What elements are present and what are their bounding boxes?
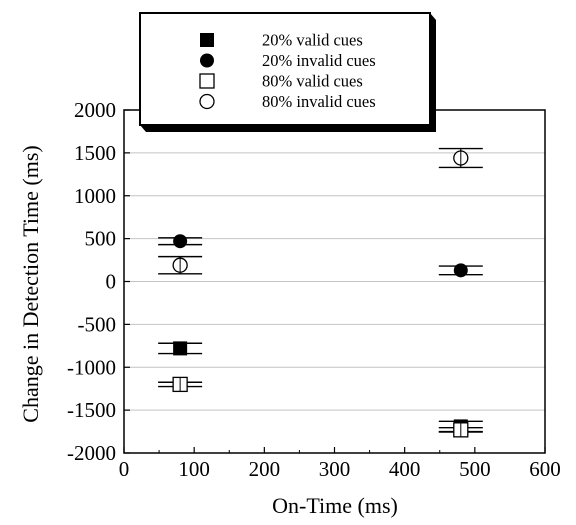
legend-marker-2 bbox=[200, 53, 214, 68]
gridlines bbox=[124, 109, 545, 454]
legend-label-3: 80% valid cues bbox=[262, 72, 363, 91]
axis-ticks: 0 100 200 300 400 500 600 2000 1500 1000 500 0 -500 -… bbox=[67, 98, 561, 481]
x-axis-title: On-Time (ms) bbox=[272, 493, 398, 518]
data-points bbox=[158, 147, 483, 438]
legend-frame bbox=[139, 12, 431, 126]
legend-label-1: 20% valid cues bbox=[262, 31, 363, 50]
x-tick-label: 400 bbox=[389, 457, 421, 481]
y-tick-label: -1500 bbox=[67, 398, 116, 422]
series-1-point bbox=[173, 341, 188, 356]
series-2-point bbox=[453, 263, 468, 278]
legend-marker-1 bbox=[200, 33, 214, 47]
legend-marker-3 bbox=[199, 73, 215, 89]
x-tick-label: 100 bbox=[178, 457, 210, 481]
x-tick-label: 200 bbox=[249, 457, 281, 481]
y-tick-label: 0 bbox=[106, 270, 117, 294]
series-2-point bbox=[173, 234, 188, 249]
x-tick-label: 500 bbox=[459, 457, 491, 481]
legend-marker-4 bbox=[199, 93, 215, 110]
x-tick-label: 300 bbox=[319, 457, 351, 481]
x-tick-label: 600 bbox=[529, 457, 561, 481]
y-tick-label: 1000 bbox=[74, 184, 116, 208]
y-tick-label: -2000 bbox=[67, 441, 116, 465]
y-tick-label: -1000 bbox=[67, 355, 116, 379]
y-tick-label: 2000 bbox=[74, 98, 116, 122]
y-axis-title: Change in Detection Time (ms) bbox=[18, 145, 43, 422]
y-tick-label: 500 bbox=[85, 227, 117, 251]
y-tick-label: 1500 bbox=[74, 141, 116, 165]
legend-label-4: 80% invalid cues bbox=[262, 92, 376, 111]
x-tick-label: 0 bbox=[119, 457, 130, 481]
legend-label-2: 20% invalid cues bbox=[262, 51, 376, 70]
y-tick-label: -500 bbox=[78, 312, 117, 336]
